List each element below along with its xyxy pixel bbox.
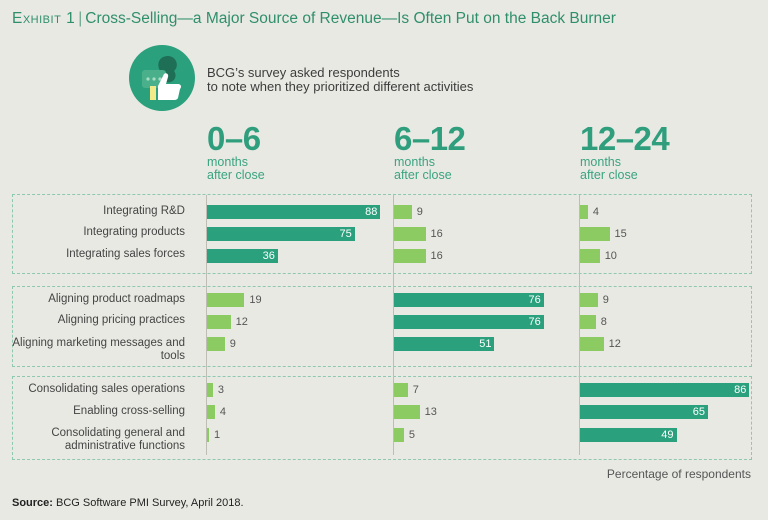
bar bbox=[580, 428, 677, 442]
axis-line-1 bbox=[393, 195, 394, 455]
bar-value-label: 7 bbox=[412, 384, 419, 396]
bar bbox=[207, 293, 245, 307]
bar bbox=[580, 337, 604, 351]
x-axis-label: Percentage of respondents bbox=[606, 467, 751, 481]
bar bbox=[207, 227, 355, 241]
category-label: Consolidating general and administrative… bbox=[51, 427, 185, 452]
group-frame-consolidating bbox=[12, 376, 752, 460]
bar bbox=[580, 205, 588, 219]
bar bbox=[580, 315, 596, 329]
period-range: 12–24 bbox=[580, 120, 670, 157]
bar bbox=[207, 383, 213, 397]
bar-value-label: 36 bbox=[262, 250, 275, 262]
period-unit-detail: after close bbox=[394, 168, 452, 182]
bar bbox=[394, 315, 544, 329]
bar-value-label: 12 bbox=[235, 316, 248, 328]
bar bbox=[207, 205, 381, 219]
group-frame-integrating bbox=[12, 194, 752, 274]
bar-value-label: 16 bbox=[430, 228, 443, 240]
period-unit-detail: after close bbox=[207, 168, 265, 182]
category-label: Aligning product roadmaps bbox=[48, 293, 185, 305]
period-unit: months bbox=[207, 155, 248, 169]
bar-value-label: 19 bbox=[249, 294, 262, 306]
intro-line-1: BCG’s survey asked respondents bbox=[207, 65, 400, 80]
bar bbox=[394, 428, 404, 442]
source-label: Source: bbox=[12, 497, 53, 509]
category-label: Aligning pricing practices bbox=[57, 314, 185, 326]
bar-value-label: 9 bbox=[602, 294, 609, 306]
bar bbox=[580, 383, 750, 397]
bar bbox=[394, 249, 426, 263]
period-header-1: 6–12 months after close bbox=[394, 120, 466, 182]
bar-value-label: 13 bbox=[424, 406, 437, 418]
bar-value-label: 76 bbox=[528, 316, 541, 328]
bar bbox=[207, 428, 209, 442]
bar-value-label: 65 bbox=[692, 406, 706, 418]
bar bbox=[207, 405, 215, 419]
bar-value-label: 9 bbox=[416, 206, 423, 218]
title-separator: | bbox=[78, 10, 83, 27]
title-text: Cross-Selling—a Major Source of Revenue—… bbox=[85, 10, 616, 27]
bar-value-label: 8 bbox=[600, 316, 607, 328]
period-unit-detail: after close bbox=[580, 168, 638, 182]
bar-value-label: 4 bbox=[219, 406, 226, 418]
period-unit: months bbox=[394, 155, 435, 169]
category-label: Integrating products bbox=[83, 226, 185, 238]
bar bbox=[394, 383, 408, 397]
bar bbox=[394, 205, 412, 219]
bar-value-label: 51 bbox=[479, 338, 492, 350]
bar-value-label: 10 bbox=[604, 250, 617, 262]
source-text: BCG Software PMI Survey, April 2018. bbox=[56, 497, 244, 509]
bar bbox=[580, 249, 600, 263]
bar-value-label: 9 bbox=[229, 338, 236, 350]
bar bbox=[580, 293, 598, 307]
category-label: Aligning marketing messages and tools bbox=[12, 337, 185, 362]
chat-and-thumbs-up-icon bbox=[129, 45, 195, 111]
category-label: Integrating R&D bbox=[103, 205, 185, 217]
bar bbox=[394, 405, 420, 419]
period-unit: months bbox=[580, 155, 621, 169]
category-label: Consolidating sales operations bbox=[28, 383, 185, 395]
exhibit-title: Exhibit 1 | Cross-Selling—a Major Source o… bbox=[12, 10, 616, 28]
bar-value-label: 5 bbox=[408, 429, 415, 441]
bar-value-label: 1 bbox=[214, 429, 221, 441]
intro-line-2: to note when they prioritized different … bbox=[207, 79, 474, 94]
bar-value-label: 49 bbox=[661, 429, 674, 441]
category-label: Enabling cross-selling bbox=[73, 405, 185, 417]
bar bbox=[394, 337, 495, 351]
period-range: 0–6 bbox=[207, 120, 261, 157]
bar-value-label: 12 bbox=[608, 338, 621, 350]
period-header-0: 0–6 months after close bbox=[207, 122, 265, 182]
bar-value-label: 88 bbox=[365, 206, 378, 218]
bar bbox=[207, 337, 225, 351]
bar bbox=[580, 405, 709, 419]
axis-line-2 bbox=[579, 195, 580, 455]
intro-text: BCG’s survey asked respondents to note w… bbox=[207, 66, 527, 94]
bar-value-label: 16 bbox=[430, 250, 443, 262]
source-note: Source: BCG Software PMI Survey, April 2… bbox=[12, 497, 244, 509]
bar bbox=[580, 227, 610, 241]
bar bbox=[207, 315, 231, 329]
bar-value-label: 76 bbox=[528, 294, 541, 306]
bar bbox=[207, 249, 278, 263]
bar bbox=[394, 227, 426, 241]
bar-value-label: 75 bbox=[339, 228, 352, 240]
exhibit-number: Exhibit 1 bbox=[12, 10, 76, 27]
bar-value-label: 4 bbox=[592, 206, 599, 218]
bar-value-label: 86 bbox=[734, 384, 747, 396]
bar bbox=[394, 293, 544, 307]
group-frame-aligning bbox=[12, 286, 752, 367]
period-range: 6–12 bbox=[394, 120, 466, 157]
bar-value-label: 15 bbox=[614, 228, 627, 240]
axis-line-0 bbox=[206, 195, 207, 455]
bar-value-label: 3 bbox=[217, 384, 225, 396]
category-label: Integrating sales forces bbox=[66, 248, 185, 260]
period-header-2: 12–24 months after close bbox=[580, 120, 670, 182]
